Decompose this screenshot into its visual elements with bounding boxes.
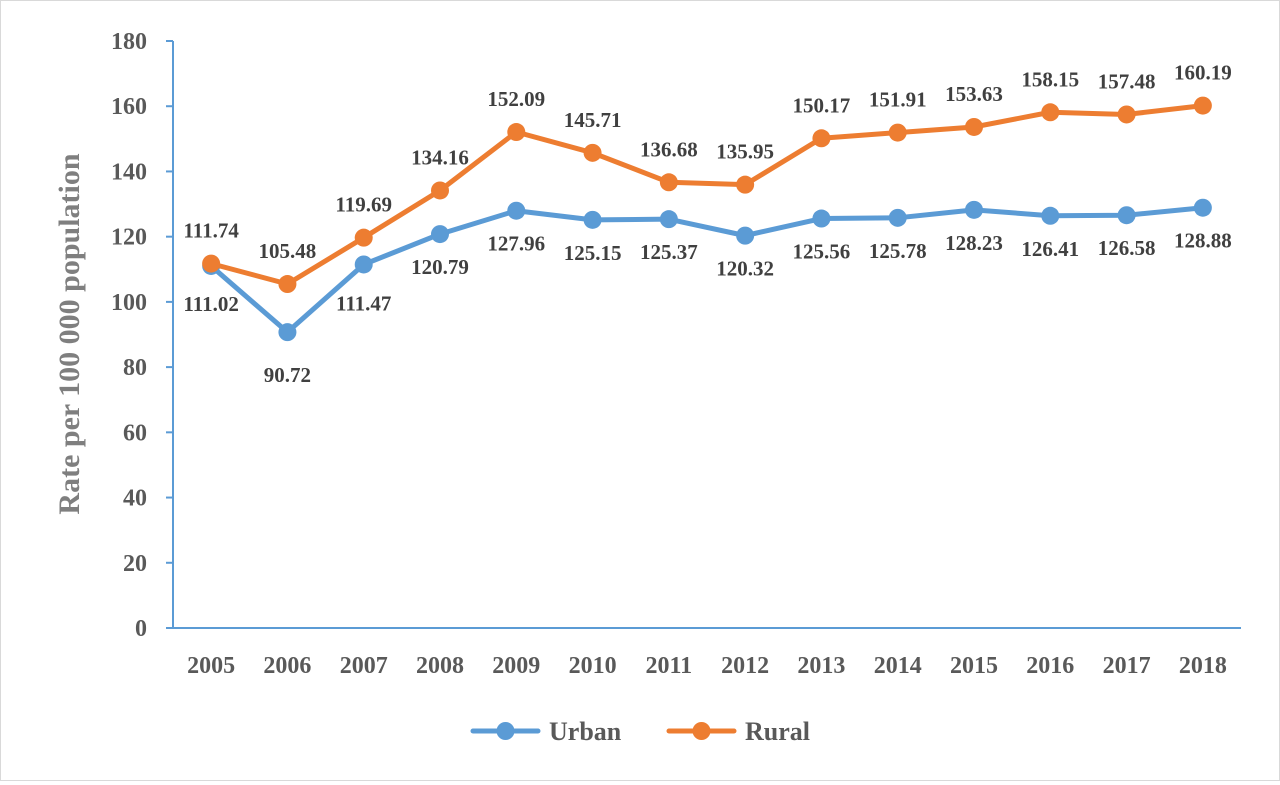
rural-point xyxy=(507,123,526,142)
x-tick-label: 2006 xyxy=(263,653,311,679)
urban-point xyxy=(888,208,907,227)
y-tick-label: 160 xyxy=(111,94,147,120)
rural-point xyxy=(354,228,373,247)
rural-point xyxy=(965,117,983,136)
urban-data-label: 126.41 xyxy=(1021,237,1079,261)
x-tick-label: 2017 xyxy=(1103,653,1151,679)
rural-data-label: 134.16 xyxy=(411,145,469,169)
urban-data-label: 111.47 xyxy=(336,291,391,315)
urban-point xyxy=(659,210,678,229)
rural-point xyxy=(431,181,449,200)
rural-point xyxy=(202,254,221,273)
y-tick-label: 60 xyxy=(123,420,147,446)
x-tick-label: 2012 xyxy=(721,653,769,679)
rural-data-label: 157.48 xyxy=(1098,69,1156,93)
urban-data-label: 126.58 xyxy=(1098,236,1156,260)
data-labels: 111.02 90.72 111.47 120.79 127.96 125.15 125.3… xyxy=(183,61,1231,388)
legend-label: Urban xyxy=(549,717,622,746)
rural-data-label: 145.71 xyxy=(564,108,622,132)
legend-item-urban: Urban xyxy=(470,717,622,746)
legend: Urban Rural xyxy=(470,717,810,746)
urban-point xyxy=(1117,206,1136,225)
y-tick-label: 120 xyxy=(111,225,147,251)
rural-data-label: 152.09 xyxy=(487,87,545,111)
urban-data-label: 90.72 xyxy=(264,363,311,387)
x-tick-label: 2007 xyxy=(340,653,388,679)
x-tick-label: 2018 xyxy=(1179,653,1227,679)
y-tick-label: 180 xyxy=(111,29,147,55)
urban-point xyxy=(812,209,831,228)
urban-data-label: 127.96 xyxy=(487,232,545,256)
y-tick-label: 140 xyxy=(111,159,147,185)
urban-data-label: 125.37 xyxy=(640,240,698,264)
series-layer xyxy=(202,96,1212,342)
urban-data-label: 120.32 xyxy=(716,257,774,281)
rural-point xyxy=(1193,96,1212,115)
urban-point xyxy=(736,226,755,245)
legend-swatch-marker xyxy=(496,722,515,740)
urban-point xyxy=(583,210,602,229)
urban-point xyxy=(278,323,297,342)
rural-point xyxy=(659,173,678,192)
rural-point xyxy=(736,175,755,194)
x-tick-label: 2010 xyxy=(569,653,617,679)
rural-point xyxy=(583,143,602,162)
rural-point xyxy=(1117,105,1136,124)
urban-data-label: 125.56 xyxy=(793,240,851,264)
y-tick-label: 80 xyxy=(123,355,147,381)
rural-point xyxy=(278,275,297,294)
legend-swatch-marker xyxy=(692,722,711,740)
rural-data-label: 105.48 xyxy=(259,239,317,263)
urban-data-label: 125.78 xyxy=(869,239,927,263)
urban-point xyxy=(965,200,983,219)
urban-data-label: 120.79 xyxy=(411,255,469,279)
x-tick-label: 2013 xyxy=(797,653,845,679)
rural-data-label: 135.95 xyxy=(716,140,774,164)
y-axis-title: Rate per 100 000 population xyxy=(53,153,86,514)
rural-point xyxy=(812,129,831,148)
urban-point xyxy=(1041,206,1060,225)
y-tick-label: 0 xyxy=(135,616,147,642)
y-tick-label: 20 xyxy=(123,551,147,577)
urban-series-line xyxy=(208,205,1206,335)
urban-data-label: 128.23 xyxy=(945,231,1003,255)
x-axis: 2005 2006 2007 2008 2009 2010 2011 2012 2013 2014… xyxy=(173,627,1241,679)
urban-point xyxy=(507,201,526,220)
y-tick-label: 40 xyxy=(123,486,147,512)
rural-series-line xyxy=(208,103,1206,287)
legend-label: Rural xyxy=(745,717,810,746)
y-axis: 0 20 40 60 80 100 120 140 160 180 xyxy=(111,29,174,642)
urban-data-label: 111.02 xyxy=(183,292,238,316)
urban-data-label: 128.88 xyxy=(1174,229,1232,253)
rural-data-label: 111.74 xyxy=(183,219,239,243)
rural-data-label: 153.63 xyxy=(945,82,1003,106)
x-tick-label: 2009 xyxy=(492,653,540,679)
x-tick-label: 2005 xyxy=(187,653,235,679)
y-tick-label: 100 xyxy=(111,290,147,316)
urban-point xyxy=(431,225,449,244)
rural-point xyxy=(1041,103,1060,122)
urban-point xyxy=(354,255,373,274)
x-tick-label: 2016 xyxy=(1026,653,1074,679)
legend-item-rural: Rural xyxy=(666,717,810,746)
urban-data-label: 125.15 xyxy=(564,241,622,265)
x-tick-label: 2015 xyxy=(950,653,998,679)
rural-data-label: 119.69 xyxy=(335,193,392,217)
rural-data-label: 150.17 xyxy=(793,93,851,117)
rural-data-label: 136.68 xyxy=(640,137,698,161)
x-tick-label: 2011 xyxy=(646,653,693,679)
rural-data-label: 151.91 xyxy=(869,88,927,112)
rural-data-label: 160.19 xyxy=(1174,61,1232,85)
urban-point xyxy=(1193,198,1212,217)
x-tick-label: 2014 xyxy=(874,653,922,679)
rural-data-label: 158.15 xyxy=(1021,67,1079,91)
rural-point xyxy=(888,123,907,142)
x-tick-label: 2008 xyxy=(416,653,464,679)
